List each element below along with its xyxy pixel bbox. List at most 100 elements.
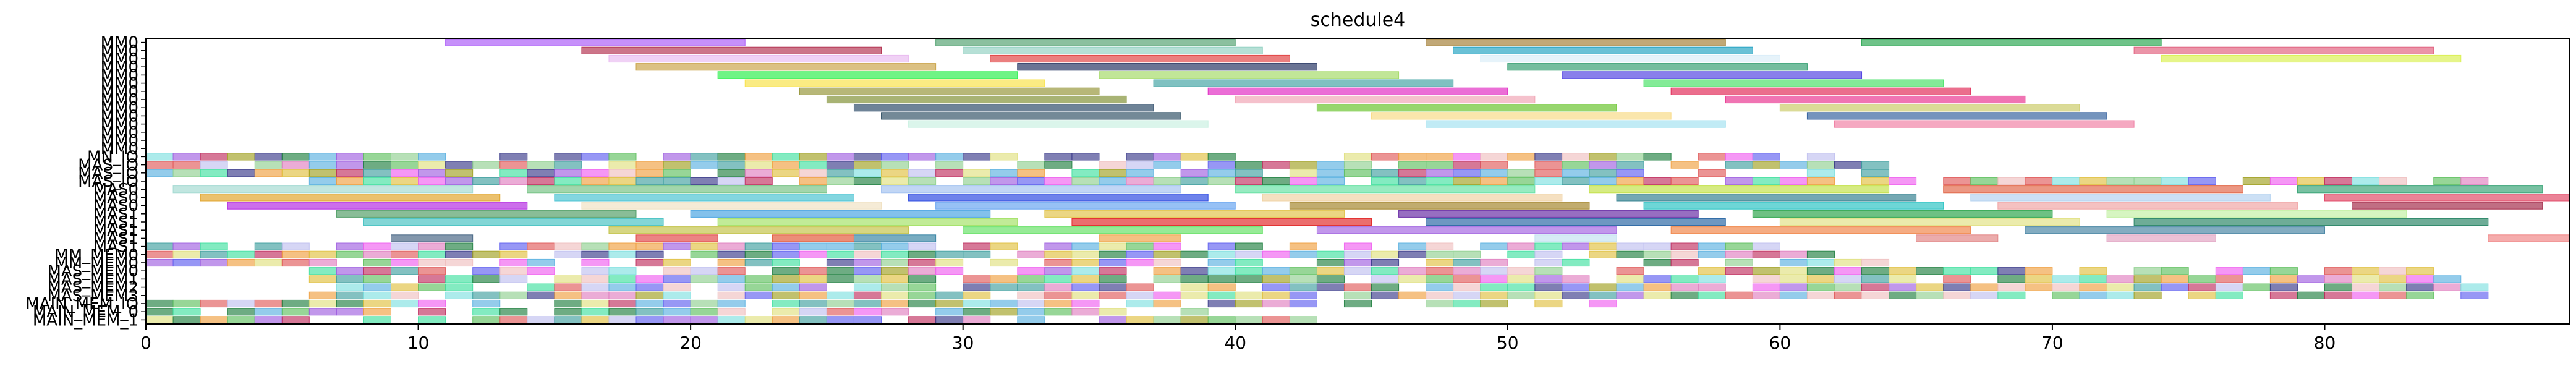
gantt-task-block <box>663 153 691 161</box>
gantt-bar <box>1725 95 2026 104</box>
gantt-task-block <box>908 283 937 291</box>
x-tick-label: 10 <box>407 333 430 353</box>
gantt-task-block <box>336 291 364 299</box>
y-tick-label: MAS_MEM2 <box>47 279 138 297</box>
gantt-task-block <box>363 291 392 299</box>
gantt-task-block <box>853 258 882 267</box>
gantt-task-block <box>2079 177 2107 185</box>
gantt-task-block <box>1589 153 1617 161</box>
gantt-task-block <box>554 177 582 185</box>
gantt-task-block <box>200 316 228 324</box>
gantt-bar <box>2488 234 2570 242</box>
gantt-task-block <box>336 242 364 250</box>
gantt-task-block <box>445 169 474 177</box>
gantt-task-block <box>1017 177 1045 185</box>
gantt-task-block <box>690 250 718 258</box>
gantt-task-block <box>499 275 528 283</box>
gantt-task-block <box>1126 258 1154 267</box>
gantt-task-block <box>172 169 201 177</box>
gantt-task-block <box>1453 291 1481 299</box>
y-tick-label: MAS_IO <box>78 164 138 183</box>
gantt-task-block <box>1480 283 1508 291</box>
gantt-task-block <box>935 267 964 275</box>
gantt-task-block <box>1153 316 1181 324</box>
gantt-task-block <box>391 153 419 161</box>
gantt-bar <box>881 112 1181 120</box>
gantt-task-block <box>717 275 746 283</box>
gantt-task-block <box>1316 250 1345 258</box>
gantt-task-block <box>581 267 610 275</box>
gantt-task-block <box>690 299 718 308</box>
gantt-task-block <box>908 316 937 324</box>
gantt-task-block <box>1099 177 1127 185</box>
gantt-task-block <box>472 177 501 185</box>
gantt-task-block <box>2188 283 2216 291</box>
gantt-bar <box>717 71 1018 79</box>
gantt-task-block <box>990 275 1018 283</box>
gantt-task-block <box>1044 250 1073 258</box>
gantt-task-block <box>663 169 691 177</box>
gantt-task-block <box>1480 242 1508 250</box>
gantt-task-block <box>1453 258 1481 267</box>
y-tick-label: MM0 <box>101 75 138 93</box>
gantt-task-block <box>717 161 746 169</box>
gantt-task-block <box>445 283 474 291</box>
gantt-task-block <box>799 316 827 324</box>
y-tick-label: MM0 <box>101 91 138 109</box>
gantt-task-block <box>935 291 964 299</box>
gantt-task-block <box>227 153 255 161</box>
y-tick-label: MM0 <box>101 140 138 158</box>
gantt-task-block <box>990 283 1018 291</box>
gantt-task-block <box>2242 177 2271 185</box>
gantt-task-block <box>527 242 555 250</box>
gantt-task-block <box>418 242 446 250</box>
gantt-task-block <box>472 250 501 258</box>
gantt-task-block <box>1670 275 1699 283</box>
gantt-task-block <box>1343 250 1372 258</box>
gantt-task-block <box>308 299 337 308</box>
gantt-task-block <box>1997 291 2026 299</box>
gantt-task-block <box>772 283 800 291</box>
gantt-bar <box>2324 194 2570 202</box>
gantt-task-block <box>1426 153 1454 161</box>
gantt-task-block <box>1562 161 1590 169</box>
gantt-task-block <box>363 283 392 291</box>
gantt-task-block <box>1044 258 1073 267</box>
gantt-task-block <box>1507 177 1536 185</box>
gantt-task-block <box>826 267 854 275</box>
chart-title: schedule4 <box>1311 9 1406 31</box>
y-tick-label: MM0 <box>101 124 138 142</box>
gantt-bar <box>1316 104 1617 112</box>
gantt-task-block <box>2352 177 2380 185</box>
gantt-task-block <box>853 267 882 275</box>
gantt-task-block <box>908 291 937 299</box>
gantt-task-block <box>1616 283 1644 291</box>
gantt-task-block <box>1453 153 1481 161</box>
gantt-task-block <box>336 250 364 258</box>
gantt-task-block <box>581 283 610 291</box>
gantt-task-block <box>308 250 337 258</box>
gantt-task-block <box>1099 283 1127 291</box>
gantt-task-block <box>418 153 446 161</box>
gantt-task-block <box>308 177 337 185</box>
gantt-task-block <box>1507 242 1536 250</box>
gantt-task-block <box>881 169 909 177</box>
gantt-task-block <box>1153 267 1181 275</box>
gantt-task-block <box>1153 291 1181 299</box>
gantt-task-block <box>908 267 937 275</box>
gantt-task-block <box>1371 250 1400 258</box>
gantt-task-block <box>990 177 1018 185</box>
gantt-task-block <box>608 161 637 169</box>
gantt-task-block <box>635 291 664 299</box>
gantt-task-block <box>717 283 746 291</box>
y-tick-label: MM0 <box>101 58 138 77</box>
y-tick-label: MAS0 <box>93 181 138 199</box>
gantt-bar <box>690 210 991 218</box>
gantt-task-block <box>663 161 691 169</box>
gantt-task-block <box>826 275 854 283</box>
gantt-task-block <box>308 275 337 283</box>
gantt-task-block <box>363 275 392 283</box>
gantt-task-block <box>1180 267 1209 275</box>
gantt-task-block <box>881 177 909 185</box>
